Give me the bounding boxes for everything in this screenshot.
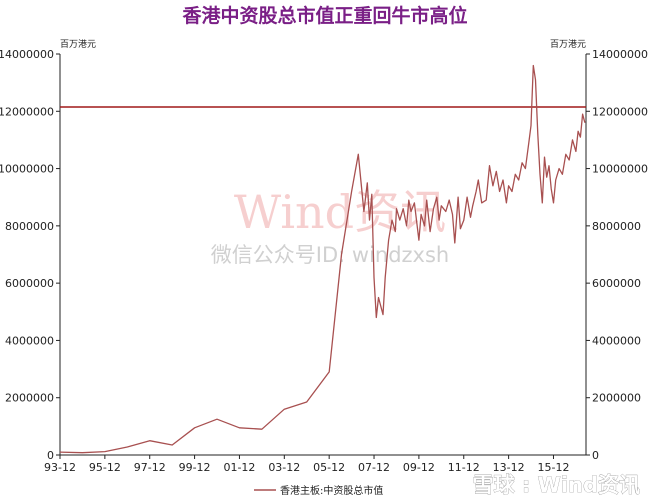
x-tick-label: 11-12 (448, 461, 480, 474)
x-tick-label: 01-12 (223, 461, 255, 474)
y-tick-label-right: 2000000 (592, 392, 641, 405)
y-tick-label-right: 6000000 (592, 277, 641, 290)
y-tick-label-right: 4000000 (592, 334, 641, 347)
y-tick-label-left: 0 (47, 449, 54, 462)
legend-label: 香港主板:中资股总市值 (280, 484, 383, 497)
y-tick-label-right: 0 (592, 449, 599, 462)
legend: 香港主板:中资股总市值 (254, 484, 383, 497)
series-layer (59, 64, 586, 454)
y-unit-left: 百万港元 (60, 38, 96, 50)
y-tick-label-left: 8000000 (5, 220, 54, 233)
watermark: Wind资讯 微信公众号ID: windzxsh (211, 185, 449, 267)
y-tick-label-right: 8000000 (592, 220, 641, 233)
y-tick-label-left: 14000000 (0, 48, 54, 61)
x-tick-label: 99-12 (179, 461, 211, 474)
y-unit-right: 百万港元 (550, 38, 586, 50)
x-tick-label: 03-12 (268, 461, 300, 474)
watermark-brand: Wind资讯 (234, 185, 446, 239)
y-tick-label-left: 2000000 (5, 392, 54, 405)
y-tick-label-left: 10000000 (0, 163, 54, 176)
x-tick-label: 05-12 (313, 461, 345, 474)
x-tick-label: 13-12 (493, 461, 525, 474)
y-tick-label-right: 12000000 (592, 105, 648, 118)
y-tick-label-left: 12000000 (0, 105, 54, 118)
chart-title: 香港中资股总市值正重回牛市高位 (181, 4, 467, 27)
x-tick-label: 07-12 (358, 461, 390, 474)
watermark-sub: 微信公众号ID: windzxsh (211, 243, 449, 267)
x-tick-label: 09-12 (403, 461, 435, 474)
x-tick-label: 93-12 (44, 461, 76, 474)
series-line (59, 64, 586, 454)
x-tick-label: 97-12 (134, 461, 166, 474)
x-tick-label: 95-12 (89, 461, 121, 474)
y-tick-label-right: 10000000 (592, 163, 648, 176)
axes (56, 53, 590, 459)
footer-credit: 雪球 : Wind资讯 (473, 473, 640, 497)
y-tick-label-right: 14000000 (592, 48, 648, 61)
y-tick-label-left: 4000000 (5, 334, 54, 347)
x-tick-label: 15-12 (537, 461, 569, 474)
tick-labels: 0 0 2000000 2000000 4000000 4000000 6000000 600… (0, 48, 648, 474)
y-tick-label-left: 6000000 (5, 277, 54, 290)
